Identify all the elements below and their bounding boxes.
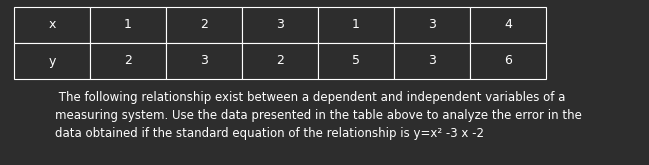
Bar	[90, 43, 166, 79]
Text: 4: 4	[504, 18, 512, 32]
Bar	[394, 43, 470, 79]
Bar	[90, 7, 166, 43]
Text: 3: 3	[276, 18, 284, 32]
Bar	[14, 7, 90, 43]
Text: The following relationship exist between a dependent and independent variables o: The following relationship exist between…	[55, 90, 565, 103]
Text: 5: 5	[352, 54, 360, 67]
Bar	[14, 43, 90, 79]
Bar	[470, 43, 546, 79]
Text: measuring system. Use the data presented in the table above to analyze the error: measuring system. Use the data presented…	[55, 109, 582, 121]
Bar	[470, 7, 546, 43]
Bar	[394, 7, 470, 43]
Text: 2: 2	[276, 54, 284, 67]
Bar	[242, 43, 318, 79]
Text: 2: 2	[124, 54, 132, 67]
Text: y: y	[48, 54, 56, 67]
Text: 3: 3	[428, 18, 436, 32]
Text: 1: 1	[352, 18, 360, 32]
Text: 3: 3	[428, 54, 436, 67]
Text: 1: 1	[124, 18, 132, 32]
Bar	[318, 7, 394, 43]
Bar	[166, 7, 242, 43]
Text: data obtained if the standard equation of the relationship is y=x² -3 x -2: data obtained if the standard equation o…	[55, 127, 484, 139]
Text: 3: 3	[200, 54, 208, 67]
Text: 6: 6	[504, 54, 512, 67]
Text: 2: 2	[200, 18, 208, 32]
Bar	[166, 43, 242, 79]
Bar	[318, 43, 394, 79]
Text: x: x	[48, 18, 56, 32]
Bar	[242, 7, 318, 43]
